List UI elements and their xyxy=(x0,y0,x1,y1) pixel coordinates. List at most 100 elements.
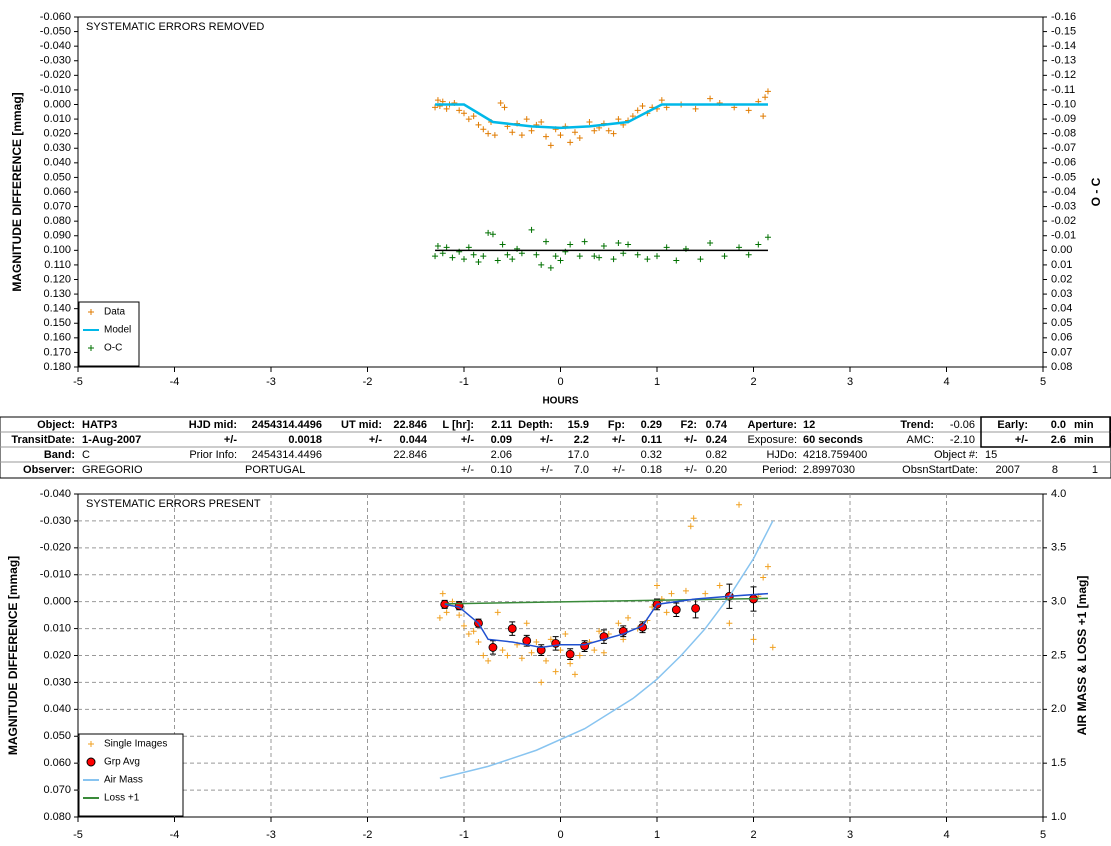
data-point xyxy=(470,628,477,635)
data-point xyxy=(434,97,441,104)
data-point xyxy=(439,590,446,597)
table-cell: Aperture: xyxy=(747,419,797,431)
table-cell: 2007 xyxy=(996,464,1020,476)
data-point xyxy=(557,257,564,264)
series-line xyxy=(444,592,769,649)
data-point xyxy=(586,119,593,125)
y-axis-label: MAGNITUDE DIFFERENCE [mmag] xyxy=(6,556,20,755)
data-point xyxy=(769,644,776,651)
data-point xyxy=(605,127,612,134)
data-point xyxy=(581,238,588,245)
table-cell: 0.0018 xyxy=(288,434,322,446)
y2-tick-label: 0.07 xyxy=(1051,346,1072,358)
data-point xyxy=(745,107,752,114)
data-point xyxy=(736,244,743,251)
y-tick-label: 0.160 xyxy=(43,332,71,344)
data-point xyxy=(591,253,598,260)
table-cell: 0.32 xyxy=(641,449,662,461)
table-cell: +/- xyxy=(461,464,474,476)
table-cell: 2.8997030 xyxy=(803,464,855,476)
data-point xyxy=(480,126,487,133)
data-point xyxy=(439,250,446,257)
y2-tick-label: 0.05 xyxy=(1051,317,1072,329)
data-point xyxy=(456,612,463,619)
table-cell: L [hr]: xyxy=(442,419,474,431)
data-point xyxy=(764,563,771,570)
y2-tick-label: -0.05 xyxy=(1051,171,1076,183)
y-tick-label: -0.010 xyxy=(40,569,71,581)
x-tick-label: 4 xyxy=(943,376,949,388)
data-point xyxy=(475,639,482,646)
table-cell: 0.24 xyxy=(706,434,728,446)
y-tick-label: 0.150 xyxy=(43,317,71,329)
table-cell: 0.044 xyxy=(399,434,427,446)
x-tick-label: 3 xyxy=(847,376,853,388)
y2-tick-label: 0.03 xyxy=(1051,288,1072,300)
data-point xyxy=(567,241,574,248)
table-cell: +/- xyxy=(540,434,553,446)
data-point xyxy=(494,609,501,616)
table-cell: -2.10 xyxy=(950,434,975,446)
table-cell: 0.09 xyxy=(491,434,512,446)
legend-label: Grp Avg xyxy=(104,757,140,768)
y-tick-label: 0.000 xyxy=(43,98,71,110)
data-point xyxy=(707,95,714,102)
data-point xyxy=(533,639,540,646)
table-cell: UT mid: xyxy=(341,419,382,431)
x-tick-label: -5 xyxy=(73,829,83,841)
table-cell: 1 xyxy=(1092,464,1098,476)
y-tick-label: 0.170 xyxy=(43,346,71,358)
table-cell: +/- xyxy=(1015,434,1028,446)
data-point xyxy=(480,253,487,260)
x-tick-label: -1 xyxy=(459,829,469,841)
y-tick-label: 0.070 xyxy=(43,784,71,796)
y-tick-label: 0.050 xyxy=(43,171,71,183)
legend-symbol xyxy=(88,309,94,315)
table-cell: C xyxy=(82,449,90,461)
data-point xyxy=(552,668,559,675)
x-tick-label: -2 xyxy=(363,829,373,841)
data-point xyxy=(523,620,530,627)
group-average xyxy=(691,603,700,613)
y2-tick-label: 0.06 xyxy=(1051,332,1072,344)
data-point xyxy=(562,630,569,637)
y-tick-label: 0.060 xyxy=(43,186,71,198)
table-cell: Trend: xyxy=(900,419,934,431)
data-point xyxy=(475,259,482,265)
table-cell: 12 xyxy=(803,419,815,431)
x-tick-label: -3 xyxy=(266,376,276,388)
y2-tick-label: -0.08 xyxy=(1051,128,1076,140)
series-line xyxy=(439,520,774,779)
data-point xyxy=(436,614,443,621)
data-point xyxy=(615,240,622,247)
y-tick-label: -0.040 xyxy=(40,488,71,500)
data-point xyxy=(518,132,525,139)
y2-tick-label: 2.5 xyxy=(1051,649,1066,661)
y2-tick-label: -0.09 xyxy=(1051,113,1076,125)
data-point xyxy=(491,132,498,139)
y2-tick-label: 1.5 xyxy=(1051,757,1066,769)
table-cell: 2454314.4496 xyxy=(252,449,322,461)
group-average xyxy=(536,645,546,655)
data-point xyxy=(533,251,540,258)
y-tick-label: 0.110 xyxy=(44,259,71,271)
data-point xyxy=(497,100,504,107)
data-point xyxy=(443,609,450,616)
table-cell: Period: xyxy=(762,464,797,476)
table-cell: F2: xyxy=(681,419,698,431)
data-point xyxy=(654,253,660,260)
y2-tick-label: -0.16 xyxy=(1051,11,1076,23)
y2-axis-label: O - C xyxy=(1089,177,1103,206)
legend-label: Model xyxy=(104,325,131,336)
table-cell: +/- xyxy=(684,464,697,476)
data-point xyxy=(615,116,622,123)
data-point xyxy=(702,590,709,597)
y2-tick-label: 2.0 xyxy=(1051,703,1066,715)
data-point xyxy=(576,253,583,260)
legend-label: Data xyxy=(104,307,126,318)
table-cell: 15 xyxy=(985,449,997,461)
y-tick-label: -0.040 xyxy=(40,40,71,52)
y2-axis-label: AIR MASS & LOSS +1 [mag] xyxy=(1075,576,1089,736)
y2-tick-label: -0.12 xyxy=(1051,69,1076,81)
